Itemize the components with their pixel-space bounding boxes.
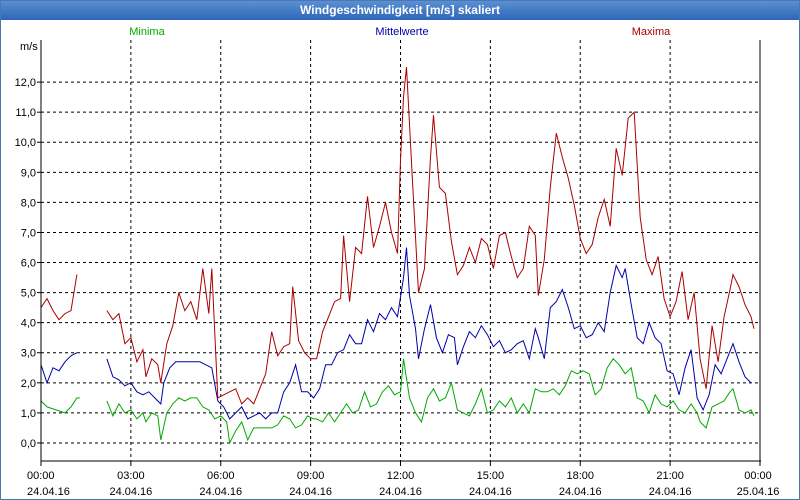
y-tick-label: 5,0	[21, 288, 36, 300]
x-tick-date: 24.04.16	[109, 486, 152, 498]
x-tick-date: 24.04.16	[289, 486, 332, 498]
series-line-mittelwerte	[106, 247, 752, 420]
y-axis-label: m/s	[20, 41, 38, 53]
y-tick-label: 7,0	[21, 227, 36, 239]
y-tick-label: 9,0	[21, 167, 36, 179]
legend-minima: Minima	[129, 26, 165, 38]
series-line-mittelwerte	[40, 352, 78, 385]
x-tick-date: 24.04.16	[199, 486, 242, 498]
y-tick-label: 11,0	[15, 107, 36, 119]
series-lines	[40, 67, 755, 445]
series-line-minima	[106, 358, 755, 445]
x-tick-date: 24.04.16	[559, 486, 602, 498]
x-tick-time: 00:00	[744, 470, 772, 482]
x-tick-time: 03:00	[117, 470, 145, 482]
x-tick-time: 18:00	[566, 470, 594, 482]
x-tick-date: 24.04.16	[649, 486, 692, 498]
series-line-maxima	[40, 274, 78, 321]
y-tick-label: 4,0	[21, 318, 36, 330]
x-tick-time: 09:00	[297, 470, 325, 482]
legend-mittelwerte: Mittelwerte	[375, 26, 428, 38]
x-tick-date: 25.04.16	[737, 486, 780, 498]
x-tick-time: 15:00	[477, 470, 505, 482]
grid-lines	[41, 40, 761, 461]
y-tick-label: 6,0	[21, 258, 36, 270]
y-tick-label: 0,0	[21, 438, 36, 450]
y-tick-label: 1,0	[21, 408, 36, 420]
x-tick-time: 21:00	[656, 470, 684, 482]
y-tick-label: 12,0	[15, 77, 36, 89]
series-line-minima	[40, 397, 80, 414]
series-line-maxima	[106, 67, 755, 405]
x-tick-time: 06:00	[207, 470, 235, 482]
chart-title: Windgeschwindigkeit [m/s] skaliert	[1, 1, 799, 20]
legend-maxima: Maxima	[632, 26, 671, 38]
y-tick-label: 8,0	[21, 197, 36, 209]
y-tick-label: 10,0	[15, 137, 36, 149]
x-tick-time: 00:00	[27, 470, 55, 482]
x-tick-date: 24.04.16	[27, 486, 70, 498]
x-tick-date: 24.04.16	[379, 486, 422, 498]
y-tick-label: 2,0	[21, 378, 36, 390]
y-tick-label: 3,0	[21, 348, 36, 360]
x-tick-time: 12:00	[387, 470, 415, 482]
axis-ticks: 0,0 1,0 2,0 3,0 4,0 5,0 6,0 7,0 8,0 9,0 10,0 11,0 12…	[15, 77, 780, 498]
x-tick-date: 24.04.16	[469, 486, 512, 498]
